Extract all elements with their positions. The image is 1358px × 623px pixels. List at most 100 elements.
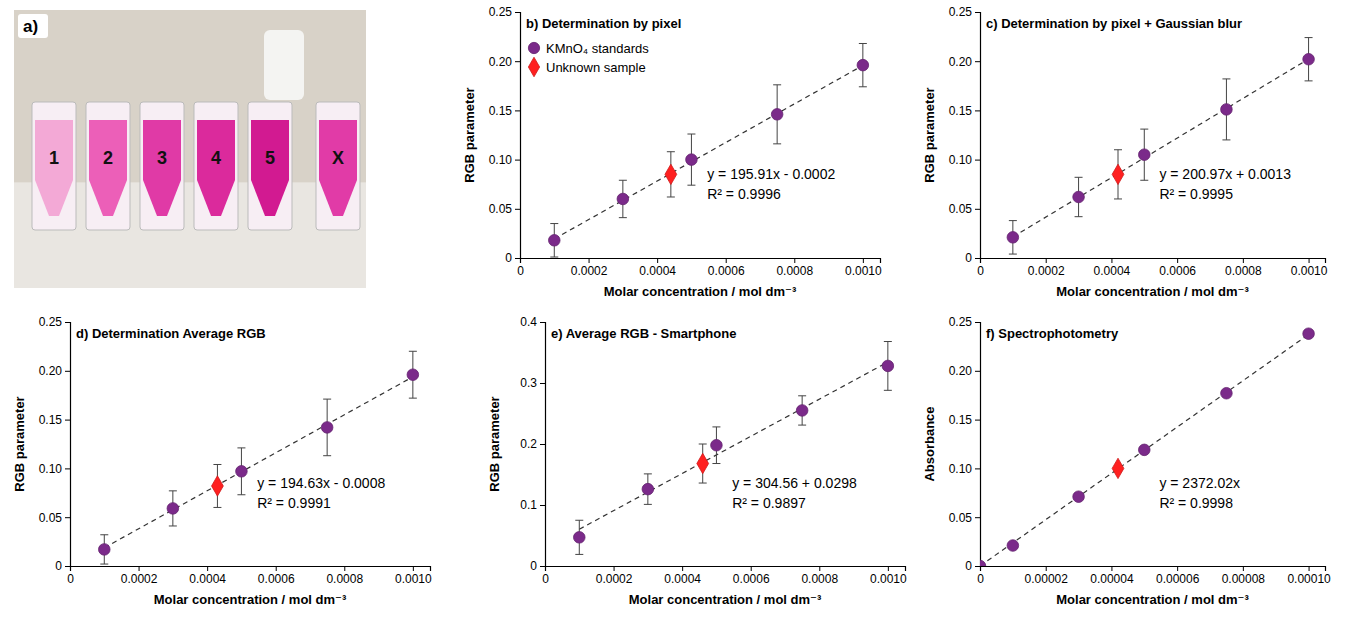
- x-tick-label: 0.0004: [189, 572, 226, 586]
- x-tick-label: 0: [977, 264, 984, 278]
- x-tick: 0.00008: [1222, 566, 1266, 586]
- x-tick-mark: [207, 566, 208, 571]
- x-tick-mark: [1111, 566, 1112, 571]
- y-tick-label: 0.10: [39, 462, 63, 476]
- cuvette-solution: [143, 120, 181, 216]
- y-axis: 00.050.100.150.200.25: [489, 5, 521, 265]
- cuvette-glass: [194, 102, 238, 230]
- x-axis: 00.000020.000040.000060.000080.00010: [977, 566, 1331, 586]
- x-axis-line: [71, 567, 431, 572]
- x-tick-mark: [657, 258, 658, 263]
- y-axis-title: RGB parameter: [462, 87, 477, 182]
- cuvette-solution: [251, 120, 289, 216]
- x-tick: 0.0002: [596, 566, 633, 586]
- y-tick-label: 0.05: [489, 202, 513, 216]
- x-axis-title: Molar concentration / mol dm⁻³: [1056, 592, 1249, 607]
- cuvette-glass: [140, 102, 184, 230]
- cuvette: 3: [140, 102, 184, 230]
- fit-equation: y = 195.91x - 0.0002: [707, 166, 835, 182]
- y-tick-label: 0.10: [949, 153, 973, 167]
- data-point: [99, 544, 111, 556]
- y-tick: 0.25: [949, 315, 980, 329]
- cuvette-label: 4: [211, 148, 221, 168]
- y-tick: 0.20: [949, 364, 980, 378]
- y-tick-label: 0.20: [489, 55, 513, 69]
- y-tick: 0: [55, 559, 70, 573]
- y-tick-mark: [540, 444, 545, 445]
- y-tick-label: 0.25: [489, 5, 513, 19]
- fit-r2: R² = 0.9995: [1159, 186, 1233, 202]
- y-tick: 0.15: [489, 104, 520, 118]
- y-tick-mark: [515, 160, 520, 161]
- legend-marker: [528, 42, 539, 53]
- legend-label: KMnO₄ standards: [546, 41, 649, 56]
- x-tick-label: 0.0002: [1028, 264, 1065, 278]
- data-point: [321, 422, 333, 434]
- y-tick: 0.15: [949, 104, 980, 118]
- fit-r2: R² = 0.9897: [732, 495, 806, 511]
- data-point: [1073, 191, 1085, 203]
- data-point: [857, 59, 869, 71]
- cuvette-label: 2: [103, 148, 113, 168]
- data-point: [407, 369, 419, 381]
- x-axis-line: [546, 567, 906, 572]
- chart-title: e) Average RGB - Smartphone: [551, 326, 736, 341]
- y-tick-label: 0.25: [949, 315, 973, 329]
- y-axis-line: [975, 13, 981, 259]
- y-tick: 0.4: [520, 315, 545, 329]
- y-tick-label: 0.20: [949, 364, 973, 378]
- y-tick-mark: [975, 371, 980, 372]
- x-tick-mark: [1309, 566, 1310, 571]
- cuvette-solution: [35, 120, 73, 216]
- x-tick-label: 0.00004: [1090, 572, 1134, 586]
- y-tick: 0.20: [949, 55, 980, 69]
- y-tick-label: 0.25: [39, 315, 63, 329]
- y-tick-label: 0.15: [949, 413, 973, 427]
- legend: KMnO₄ standardsUnknown sample: [528, 41, 649, 77]
- x-tick-mark: [794, 258, 795, 263]
- fit-line: [579, 362, 888, 529]
- y-tick-label: 0.2: [520, 437, 537, 451]
- y-tick-mark: [515, 258, 520, 259]
- y-axis-line: [515, 13, 521, 259]
- x-tick: 0.0002: [121, 566, 158, 586]
- cuvette: 5: [248, 102, 292, 230]
- x-tick-mark: [682, 566, 683, 571]
- x-tick-label: 0.0010: [870, 572, 907, 586]
- x-tick-mark: [863, 258, 864, 263]
- x-axis: 00.00020.00040.00060.00080.0010: [67, 566, 432, 586]
- y-tick-label: 0.1: [520, 498, 537, 512]
- x-axis: 00.00020.00040.00060.00080.0010: [517, 258, 882, 278]
- y-tick: 0.10: [489, 153, 520, 167]
- x-tick-label: 0: [542, 572, 549, 586]
- x-axis-line: [521, 259, 881, 264]
- chart-panel: 00.00020.00040.00060.00080.001000.050.10…: [12, 315, 432, 607]
- x-tick-mark: [1046, 566, 1047, 571]
- x-tick-mark: [726, 258, 727, 263]
- x-tick-label: 0.0010: [845, 264, 882, 278]
- x-tick: 0.0008: [776, 258, 813, 278]
- y-tick: 0.05: [39, 511, 70, 525]
- plot-area: [1007, 38, 1314, 254]
- x-tick: 0.00006: [1156, 566, 1200, 586]
- x-tick-label: 0: [517, 264, 524, 278]
- x-tick-mark: [819, 566, 820, 571]
- y-axis: 00.050.100.150.200.25: [39, 315, 71, 573]
- x-tick: 0.0010: [845, 258, 882, 278]
- x-tick-label: 0.0006: [1159, 264, 1196, 278]
- fit-equation: y = 2372.02x: [1159, 475, 1240, 491]
- y-tick-mark: [65, 322, 70, 323]
- y-tick-mark: [975, 322, 980, 323]
- legend-item: Unknown sample: [528, 57, 645, 77]
- cuvette-label: 1: [49, 148, 59, 168]
- plot-area: [574, 342, 894, 555]
- x-tick-label: 0.00006: [1156, 572, 1200, 586]
- y-tick: 0.15: [949, 413, 980, 427]
- y-tick-mark: [975, 12, 980, 13]
- x-tick-mark: [751, 566, 752, 571]
- x-tick: 0.0002: [1028, 258, 1065, 278]
- fit-r2: R² = 0.9991: [257, 495, 331, 511]
- x-tick: 0.00010: [1287, 566, 1331, 586]
- legend-item: KMnO₄ standards: [528, 41, 649, 56]
- y-tick: 0.3: [520, 376, 545, 390]
